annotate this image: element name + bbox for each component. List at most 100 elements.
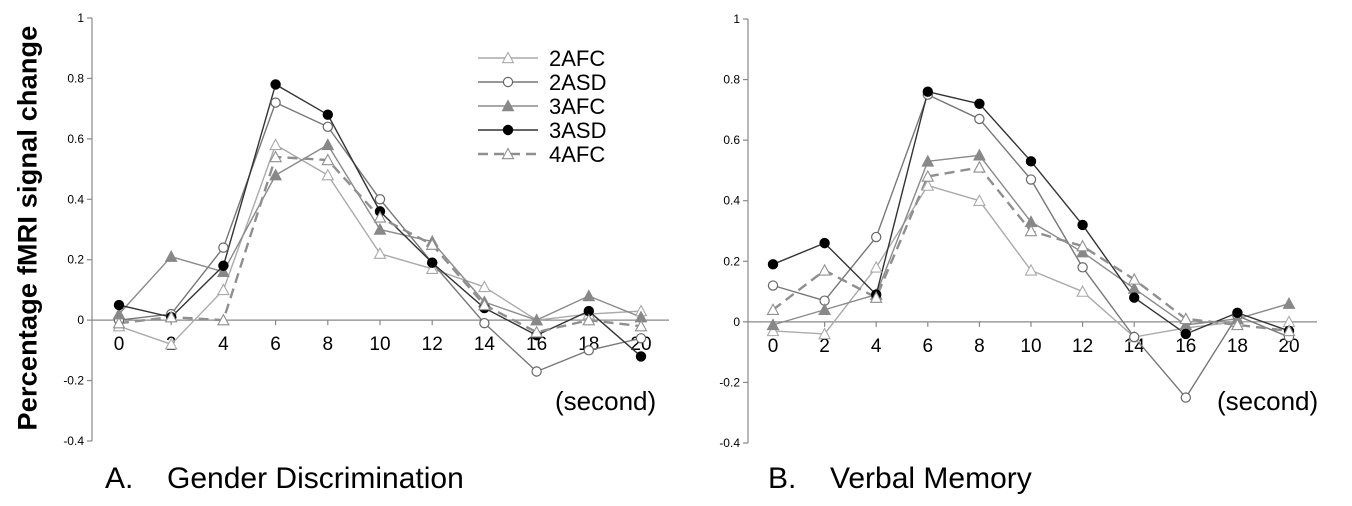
panel-a-x-tick-label: 14: [474, 334, 496, 355]
panel-a-series-2asd-point: [635, 333, 647, 344]
panel-a-series-4afc-point: [112, 316, 126, 329]
panel-b-series-2asd-point: [974, 113, 985, 125]
panel-a-series-4afc-point: [634, 319, 648, 332]
panel-a-series-3asd-point: [427, 257, 438, 268]
panel-b-series-4afc-point: [972, 160, 986, 173]
panel-b-series-3asd-line: [772, 90, 1290, 335]
legend-marker-2asd: [502, 76, 514, 88]
legend-marker-3afc: [501, 99, 515, 112]
panel-a-series-3afc-point: [321, 138, 335, 151]
panel-a-series-4afc-point: [530, 325, 544, 338]
panel-a-plot: -0.4-0.200.20.40.60.8102468101214161820(…: [63, 11, 669, 448]
panel-a-series-3asd-point: [218, 260, 229, 271]
panel-a-series-3afc-point: [164, 250, 178, 262]
panel-b-series-2afc-point: [818, 327, 832, 340]
panel-a-x-tick-label: 18: [578, 334, 599, 355]
panel-b-y-tick-label: 0: [733, 315, 740, 329]
panel-a-y-tick-label: 0.6: [67, 132, 84, 146]
panel-b-x-tick-label: 16: [1175, 336, 1196, 357]
panel-a-series-4afc-point: [216, 313, 230, 326]
panel-b-x-tick-label: 6: [923, 336, 934, 357]
panel-a-series-3asd-point: [635, 351, 647, 362]
panel-a-x-tick-label: 16: [526, 334, 547, 355]
panel-a-series-4afc-point: [477, 298, 491, 311]
panel-b-series-2asd-point: [1128, 331, 1140, 343]
panel-a-series-2afc-point: [216, 283, 230, 296]
panel-b-series-2asd-point: [1025, 174, 1037, 185]
panel-b-x-tick-label: 18: [1227, 336, 1248, 357]
panel-b-series-2asd-point: [1077, 262, 1088, 273]
panel-b-series-2afc-point: [1076, 284, 1090, 297]
panel-b-series-3asd-point: [1128, 292, 1140, 303]
panel-a-series-2asd-point: [322, 121, 333, 132]
legend-marker-2afc: [501, 51, 515, 64]
legend-label-4afc: 4AFC: [549, 142, 605, 167]
panel-a-series-4afc-point: [425, 237, 439, 250]
panel-b-series-4afc-point: [1127, 272, 1141, 285]
panel-b-series-3asd-point: [974, 98, 985, 110]
panel-b-series-2afc-point: [869, 260, 883, 273]
panel-a-x-axis-title: (second): [555, 386, 656, 416]
panel-a-series-2afc-point: [425, 262, 439, 275]
panel-a-series-4afc-point: [321, 153, 335, 166]
panel-b-y-tick-label: 0.6: [723, 133, 740, 147]
panel-b-series-4afc-point: [818, 263, 832, 276]
panel-a-series-2afc-point: [164, 337, 178, 350]
panel-a-series-2asd-point: [218, 242, 229, 253]
panel-a-series-2asd-point: [374, 194, 386, 205]
panel-a-series-2afc-point: [373, 247, 387, 259]
panel-b-series-4afc-point: [869, 290, 883, 303]
panel-b-x-tick-label: 8: [974, 336, 985, 357]
panel-a-series-2asd-point: [270, 97, 281, 108]
panel-a-x-tick-label: 10: [369, 334, 390, 355]
legend-marker-4afc: [501, 147, 515, 160]
panel-a-x-tick-label: 8: [323, 334, 334, 355]
panel-b-series-3asd-point: [1180, 328, 1192, 340]
panel-a-series-3asd-point: [270, 79, 281, 90]
panel-a-series-2asd-point: [531, 366, 542, 377]
panel-a-series-3afc-point: [582, 289, 596, 302]
panel-a-series-3afc-point: [216, 265, 230, 278]
panel-b-series-3asd-point: [1232, 307, 1243, 318]
panel-a-y-tick-label: 1: [77, 11, 84, 25]
panel-b-series-3asd-point: [1025, 156, 1037, 167]
panel-a-series-3afc-point: [530, 313, 544, 326]
panel-b-series-3asd-point: [767, 259, 779, 270]
panel-b-y-tick-label: -0.4: [719, 436, 740, 450]
panel-b-series-2afc-point: [921, 178, 935, 191]
panel-a-y-tick-label: 0.2: [67, 253, 84, 267]
legend-label-2asd: 2ASD: [549, 70, 606, 95]
panel-b-series-3afc-point: [972, 148, 986, 161]
panel-b-series-4afc-point: [921, 169, 935, 182]
panel-a-y-tick-label: -0.2: [63, 374, 84, 388]
panel-a-series-4afc-line: [118, 155, 642, 334]
panel-b-series-3asd-point: [1077, 219, 1088, 231]
legend-label-3afc: 3AFC: [549, 94, 605, 119]
panel-b-series-4afc-line: [772, 166, 1290, 333]
panel-b-series-3asd-point: [819, 237, 830, 249]
panel-b-series-4afc-point: [1024, 224, 1038, 237]
panel-b-plot: -0.4-0.200.20.40.60.810 2 4 6 8 10 12 14 16 18 20(…: [719, 12, 1318, 450]
panel-a-y-tick-label: 0.4: [67, 192, 84, 206]
panel-a-series-3afc-point: [373, 222, 387, 235]
panel-b-x-tick-label: 20: [1278, 336, 1299, 357]
panel-b-x-axis-title: (second): [1217, 386, 1318, 416]
panel-b-y-tick-label: -0.2: [719, 375, 740, 389]
legend-label-3asd: 3ASD: [549, 118, 606, 143]
panel-b-series-2afc-point: [766, 324, 780, 337]
panel-b-y-tick-label: 0.2: [723, 254, 740, 268]
panel-a-series-4afc-point: [373, 210, 387, 223]
panel-b-series-4afc-point: [1230, 318, 1244, 331]
panel-a-letter: A.: [105, 462, 134, 495]
panel-b-x-tick-label: 10: [1020, 336, 1041, 357]
panel-b-series-2asd-point: [1180, 392, 1192, 403]
panel-b-series-3asd-point: [922, 86, 934, 97]
panel-a-x-tick-label: 12: [422, 334, 443, 355]
legend-marker-3asd: [502, 124, 514, 136]
panel-a-series-2afc-point: [321, 168, 335, 181]
panel-a-series-2afc-point: [477, 280, 491, 293]
panel-a-y-tick-label: -0.4: [63, 434, 84, 448]
panel-b-series-3afc-point: [766, 318, 780, 331]
